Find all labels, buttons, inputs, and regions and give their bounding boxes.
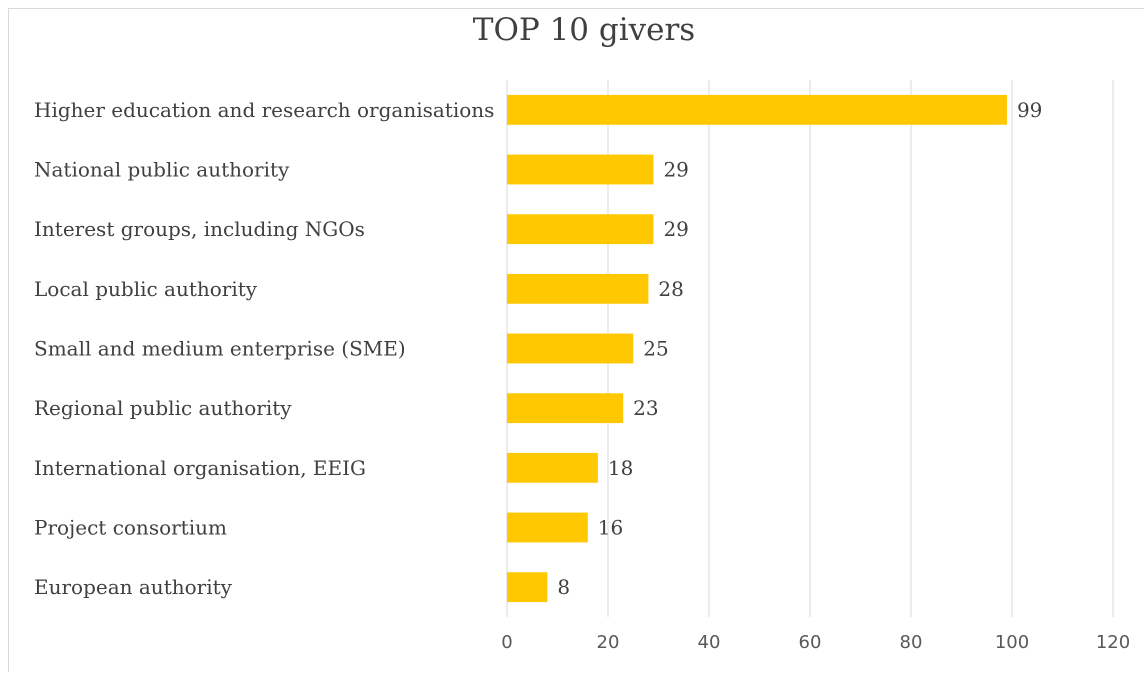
category-label-0: Higher education and research organisati…: [34, 98, 494, 122]
data-label-1: 29: [663, 158, 688, 182]
bar-7: [507, 512, 588, 543]
data-label-3: 28: [658, 277, 683, 301]
x-tick-label-6: 120: [1096, 632, 1130, 653]
data-label-8: 8: [557, 575, 570, 599]
bar-5: [507, 393, 624, 424]
category-label-7: Project consortium: [34, 516, 227, 540]
x-tick-label-4: 80: [900, 632, 923, 653]
bar-8: [507, 572, 548, 603]
bar-3: [507, 273, 649, 304]
data-label-0: 99: [1017, 98, 1042, 122]
bar-2: [507, 214, 654, 245]
category-label-1: National public authority: [34, 158, 290, 182]
data-label-4: 25: [643, 337, 668, 361]
bar-6: [507, 452, 598, 483]
data-label-5: 23: [633, 396, 658, 420]
data-label-2: 29: [663, 217, 688, 241]
bar-0: [507, 94, 1007, 125]
category-label-4: Small and medium enterprise (SME): [34, 337, 406, 361]
category-label-8: European authority: [34, 575, 233, 599]
bar-4: [507, 333, 634, 364]
x-tick-label-0: 0: [501, 632, 512, 653]
data-label-6: 18: [608, 456, 633, 480]
bar-1: [507, 154, 654, 185]
x-tick-label-2: 40: [698, 632, 721, 653]
x-tick-label-1: 20: [597, 632, 620, 653]
x-tick-label-5: 100: [995, 632, 1029, 653]
category-label-5: Regional public authority: [34, 396, 292, 420]
category-label-6: International organisation, EEIG: [34, 456, 366, 480]
data-label-7: 16: [598, 516, 623, 540]
chart-title: TOP 10 givers: [472, 12, 696, 48]
category-label-2: Interest groups, including NGOs: [34, 217, 365, 241]
category-label-3: Local public authority: [34, 277, 258, 301]
x-tick-label-3: 60: [799, 632, 822, 653]
